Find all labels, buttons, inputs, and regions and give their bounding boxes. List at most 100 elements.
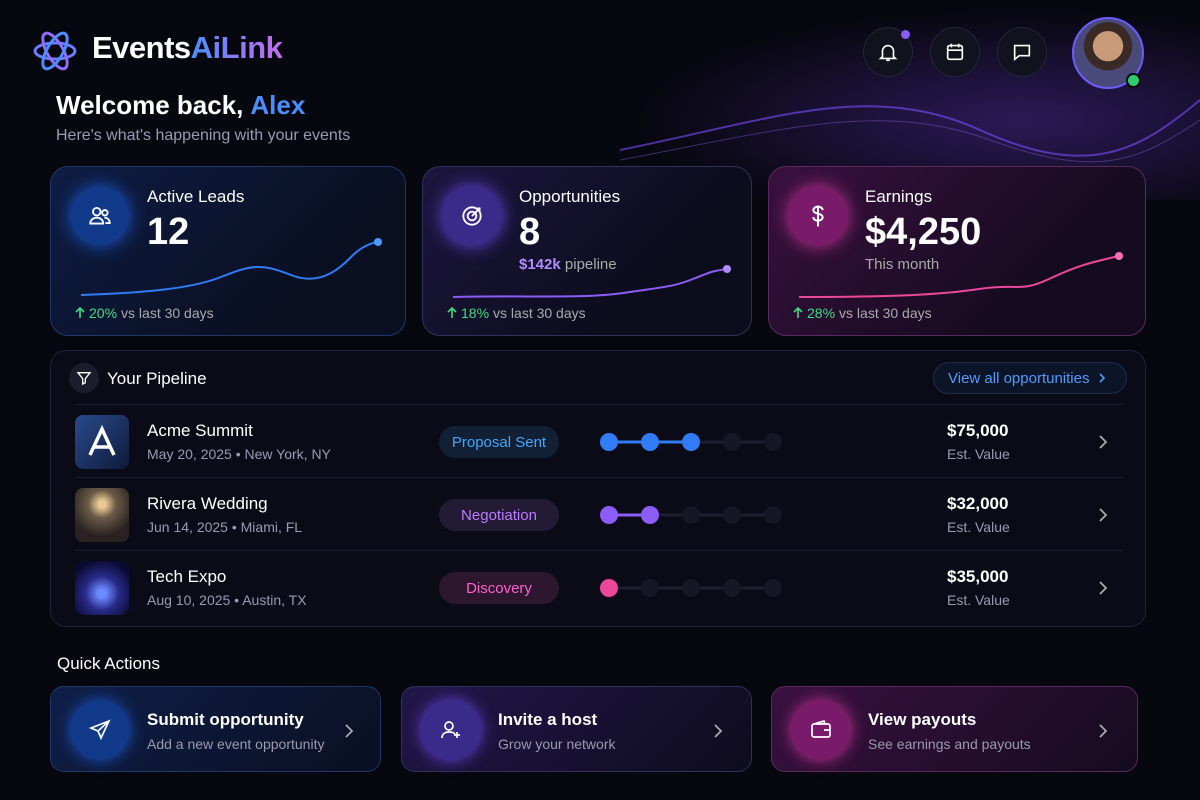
brand-part: AiLink (190, 30, 283, 65)
online-status (1126, 73, 1141, 88)
progress-dot-pending (682, 506, 700, 524)
welcome-subtitle: Here's what's happening with your events (56, 127, 351, 144)
stat-card: Opportunities 8 $142k pipeline 18% vs las… (422, 166, 752, 336)
stat-card: Earnings $4,250 This month 28% vs last 30… (768, 166, 1146, 336)
stat-icon (789, 187, 847, 245)
action-title: Submit opportunity (147, 710, 304, 729)
sparkline (452, 265, 731, 298)
stat-change: 20% vs last 30 days (75, 305, 214, 321)
user-name: Alex (250, 90, 306, 120)
welcome-heading: Welcome back, Alex (56, 90, 305, 121)
event-amount: $32,000 (947, 494, 1009, 513)
progress-dot-pending (723, 579, 741, 597)
status-badge: Negotiation (439, 499, 559, 531)
pipeline-panel: Your Pipeline View all opportunities Acm… (50, 350, 1146, 627)
row-chevron (1099, 435, 1108, 449)
stat-subtitle: $142k pipeline (519, 256, 617, 273)
action-icon (71, 701, 129, 759)
row-chevron (1099, 581, 1108, 595)
progress-dots (600, 506, 782, 524)
progress-dots (600, 579, 782, 597)
event-thumbnail (75, 415, 129, 469)
view-all-link[interactable]: View all opportunities (933, 362, 1127, 394)
link-text: View all opportunities (948, 369, 1090, 387)
pipeline-amount: $142k (519, 256, 561, 273)
action-icon (792, 701, 850, 759)
event-meta: Jun 14, 2025 • Miami, FL (147, 519, 303, 535)
event-meta: Aug 10, 2025 • Austin, TX (147, 592, 307, 608)
progress-dot-done (682, 433, 700, 451)
progress-dot-done (641, 433, 659, 451)
filter-icon (69, 363, 99, 393)
progress-dot-done (600, 433, 618, 451)
calendar-button[interactable] (930, 27, 980, 77)
progress-dot-pending (641, 579, 659, 597)
event-name: Tech Expo (147, 567, 227, 586)
event-name: Acme Summit (147, 421, 253, 440)
stat-subtitle: This month (865, 256, 940, 273)
progress-dot-pending (764, 579, 782, 597)
amount-label: Est. Value (947, 519, 1010, 535)
brand-logo (33, 31, 77, 71)
action-icon (422, 701, 480, 759)
progress-dot-done (600, 506, 618, 524)
progress-dot-done (600, 579, 618, 597)
progress-dot-pending (723, 506, 741, 524)
pipeline-row[interactable]: Tech Expo Aug 10, 2025 • Austin, TX Discov… (75, 550, 1123, 623)
pipeline-title: Your Pipeline (107, 369, 207, 388)
notification-dot (901, 30, 910, 39)
progress-dot-pending (682, 579, 700, 597)
progress-dot-done (641, 506, 659, 524)
change-label: vs last 30 days (121, 305, 214, 321)
greeting: Welcome back, (56, 90, 244, 120)
stat-change: 28% vs last 30 days (793, 305, 932, 321)
change-percent: 20% (89, 305, 118, 321)
quick-action[interactable]: View payouts See earnings and payouts (771, 686, 1138, 772)
quick-action[interactable]: Submit opportunity Add a new event oppor… (50, 686, 381, 772)
row-chevron (1099, 508, 1108, 522)
logo-shape (88, 424, 116, 456)
event-logo (88, 424, 116, 456)
action-subtitle: Add a new event opportunity (147, 736, 325, 752)
progress-dots (600, 433, 782, 451)
stat-title: Active Leads (147, 187, 245, 206)
change-percent: 28% (807, 305, 836, 321)
chevron (1099, 508, 1108, 522)
stat-icon (443, 187, 501, 245)
event-meta: May 20, 2025 • New York, NY (147, 446, 331, 462)
action-title: Invite a host (498, 710, 598, 729)
sparkline (798, 252, 1123, 298)
quick-action[interactable]: Invite a host Grow your network (401, 686, 752, 772)
status-badge: Proposal Sent (439, 426, 559, 458)
event-thumbnail (75, 561, 129, 615)
stat-title: Opportunities (519, 187, 621, 206)
progress-dot-pending (723, 433, 741, 451)
pipeline-row[interactable]: Acme Summit May 20, 2025 • New York, NY Pr… (75, 404, 1123, 477)
stat-value: 8 (519, 211, 541, 253)
change-label: vs last 30 days (839, 305, 932, 321)
stat-card: Active Leads 12 20% vs last 30 days (50, 166, 406, 336)
chevron (1099, 581, 1108, 595)
event-name: Rivera Wedding (147, 494, 268, 513)
amount-label: Est. Value (947, 446, 1010, 462)
change-percent: 18% (461, 305, 490, 321)
progress-dot-pending (764, 433, 782, 451)
stat-value: $4,250 (865, 211, 982, 253)
status-badge: Discovery (439, 572, 559, 604)
stat-value: 12 (147, 211, 190, 253)
messages-button[interactable] (997, 27, 1047, 77)
decorative-wave (620, 99, 1200, 163)
stat-change: 18% vs last 30 days (447, 305, 586, 321)
brand-part: Events (92, 30, 191, 65)
chevron (1099, 435, 1108, 449)
action-title: View payouts (868, 710, 977, 729)
amount-label: Est. Value (947, 592, 1010, 608)
change-label: vs last 30 days (493, 305, 586, 321)
event-amount: $75,000 (947, 421, 1009, 440)
pipeline-row[interactable]: Rivera Wedding Jun 14, 2025 • Miami, FL Ne… (75, 477, 1123, 550)
pipeline-label: pipeline (564, 256, 617, 273)
action-subtitle: Grow your network (498, 736, 616, 752)
stat-icon (71, 187, 129, 245)
event-thumbnail (75, 488, 129, 542)
